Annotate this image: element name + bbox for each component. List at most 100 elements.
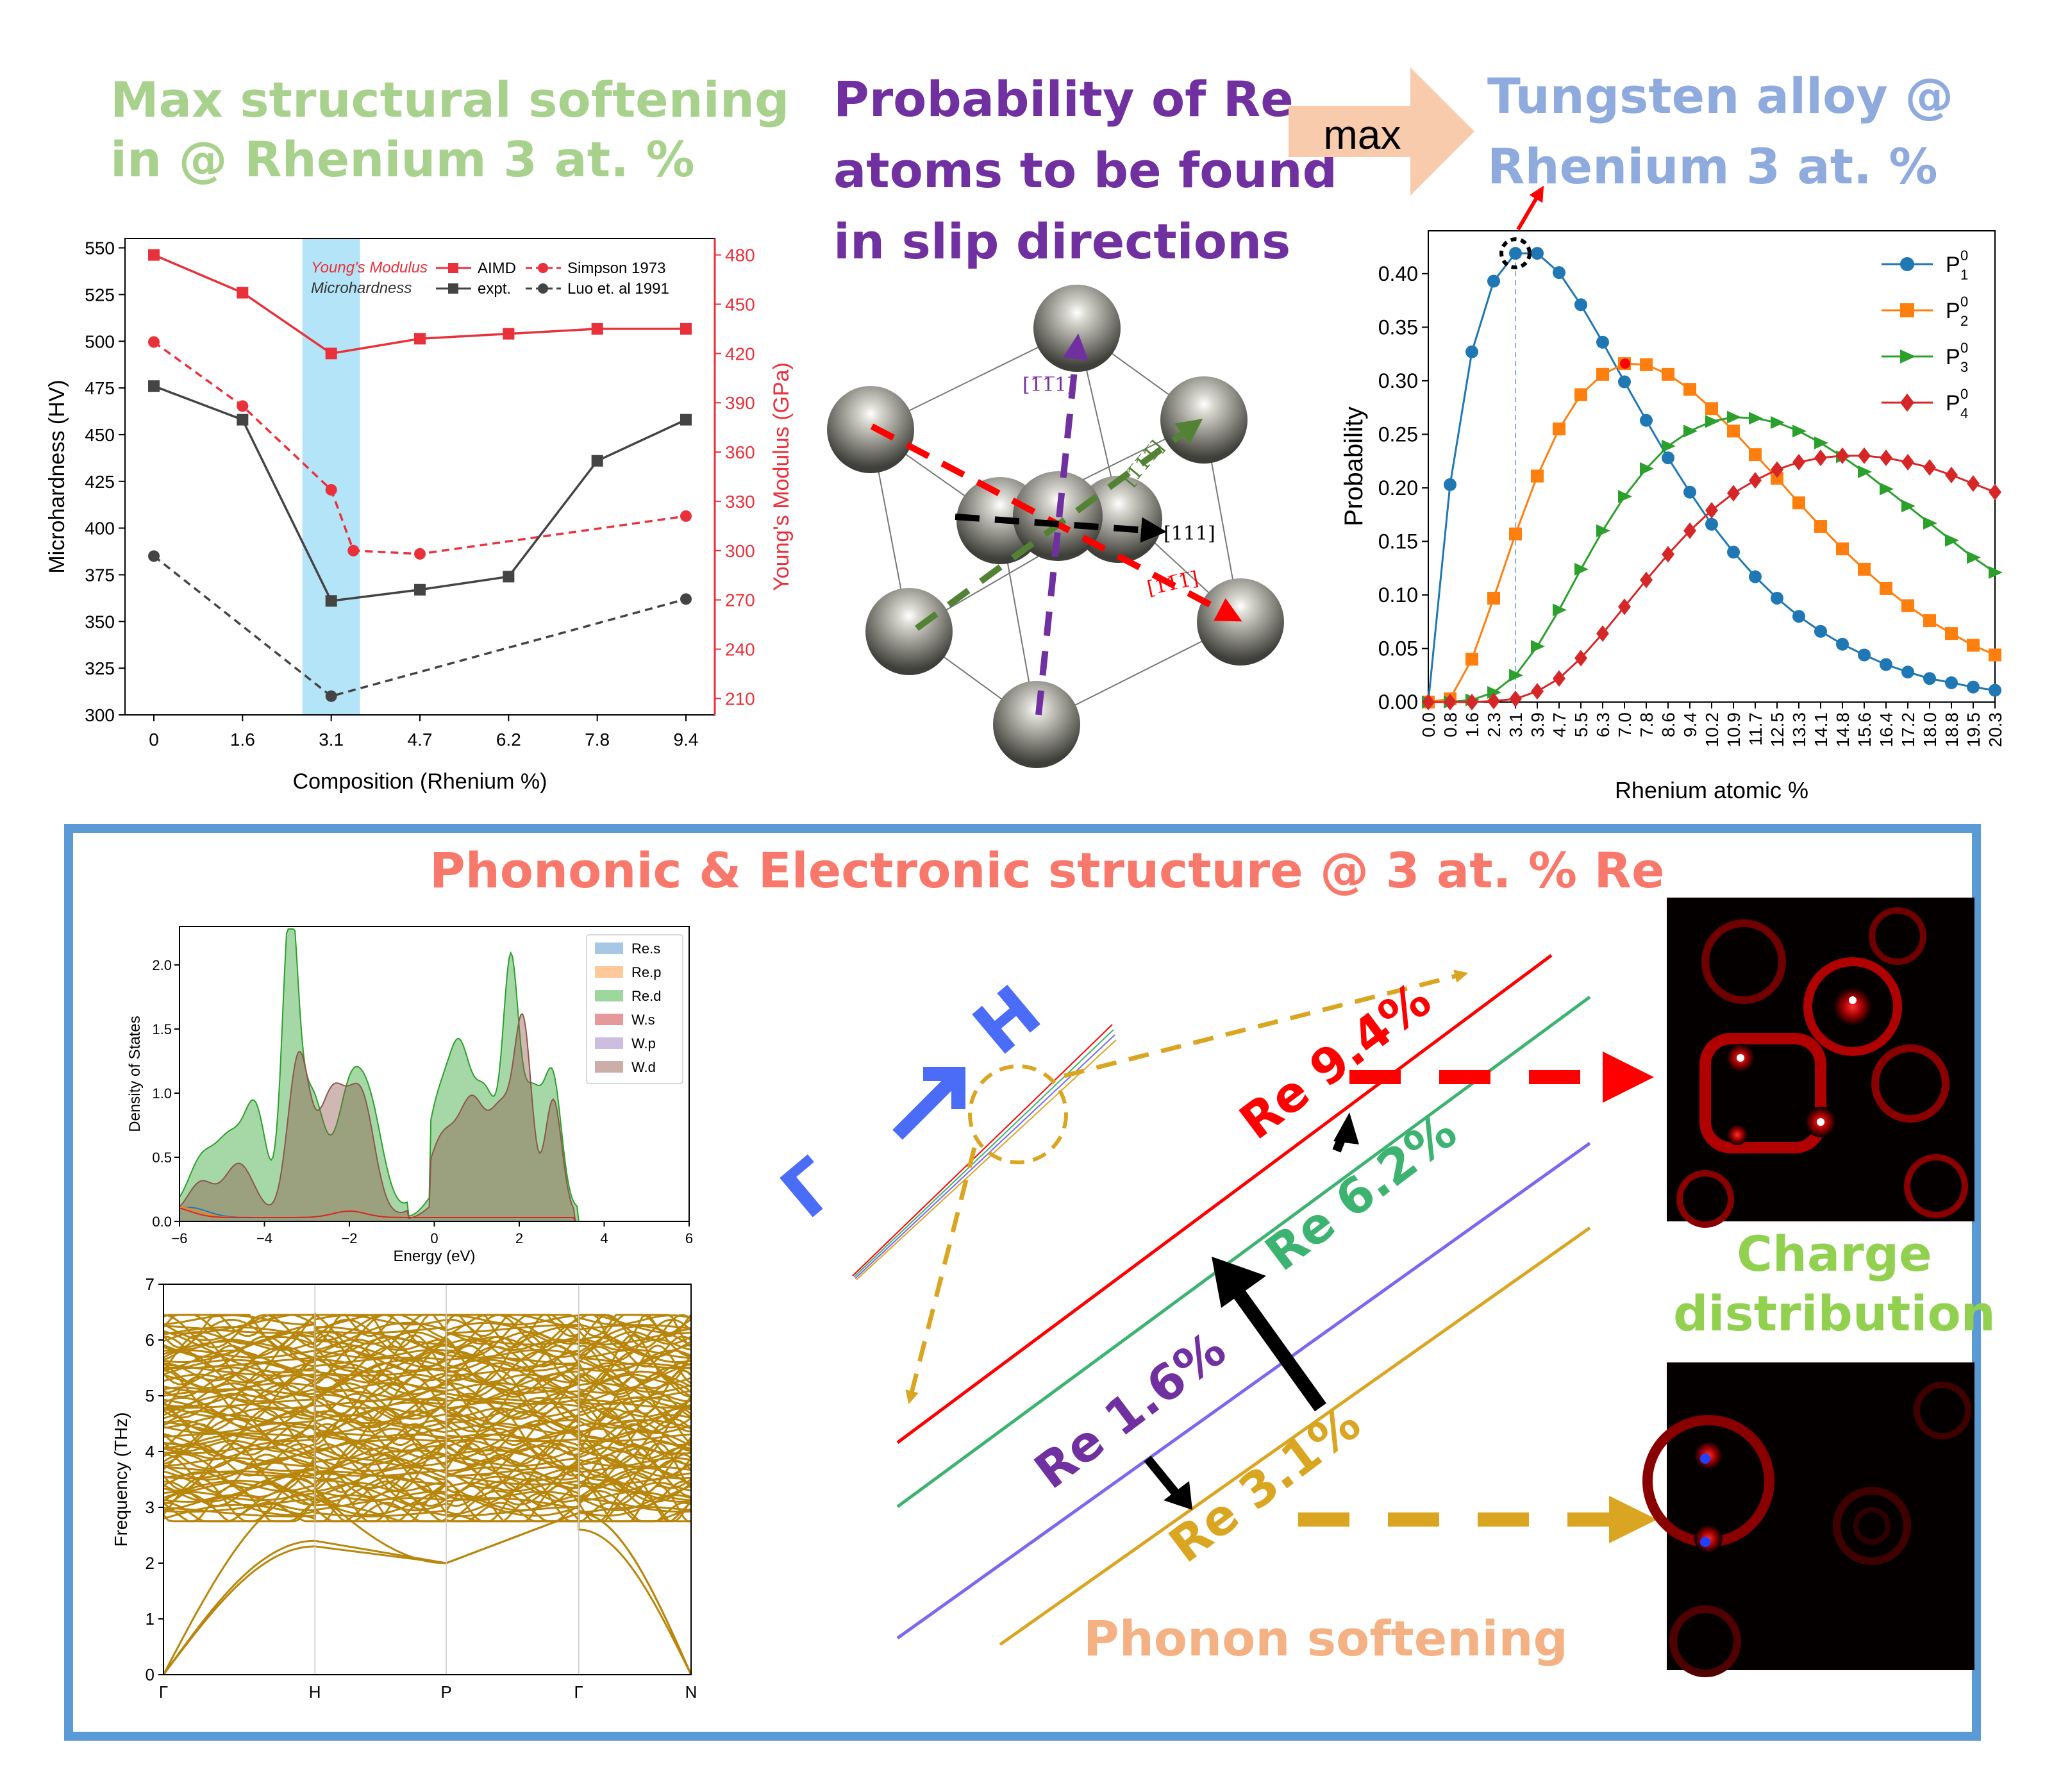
zoom-line-upper bbox=[1064, 969, 1469, 1078]
atom-bottom bbox=[993, 681, 1080, 768]
y2-tick-label: 210 bbox=[725, 689, 755, 708]
k-point-label: N bbox=[685, 1682, 697, 1702]
legend-entry: expt. bbox=[478, 280, 511, 297]
data-point bbox=[1444, 694, 1457, 710]
data-point bbox=[1814, 520, 1827, 533]
x-tick-label: 1.6 bbox=[230, 730, 255, 749]
y-tick-label: 0.0 bbox=[152, 1214, 172, 1230]
data-point bbox=[680, 593, 692, 605]
slip-direction-purple bbox=[1035, 333, 1089, 716]
probability-title: Probability of Re atoms to be found in s… bbox=[833, 64, 1337, 278]
data-point bbox=[414, 583, 426, 596]
data-point bbox=[1967, 475, 1980, 492]
data-point bbox=[1858, 562, 1871, 576]
data-point bbox=[1596, 367, 1609, 381]
data-point bbox=[1531, 469, 1544, 483]
charge-map-lower bbox=[1642, 1362, 1974, 1677]
legend-marker bbox=[1900, 303, 1914, 317]
y-axis-label: Probability bbox=[1340, 406, 1368, 526]
data-point bbox=[1640, 462, 1654, 475]
data-point bbox=[1705, 402, 1718, 415]
atom-left bbox=[827, 386, 914, 473]
y-tick-label: 0.00 bbox=[1378, 691, 1418, 714]
data-point bbox=[1683, 522, 1696, 539]
data-point bbox=[1945, 466, 1958, 483]
data-point bbox=[1705, 501, 1718, 519]
data-point bbox=[414, 333, 426, 345]
y-tick-label: 0 bbox=[146, 1665, 154, 1684]
series-line-expt- bbox=[153, 385, 687, 603]
y-tick-label: 400 bbox=[85, 519, 115, 539]
data-point bbox=[1749, 570, 1762, 583]
x-tick-label: 10.9 bbox=[1724, 712, 1744, 748]
legend-marker bbox=[538, 283, 548, 294]
y-tick-label: 0.30 bbox=[1378, 369, 1418, 392]
k-point-label: Γ bbox=[159, 1682, 168, 1702]
y-tick-label: 1.0 bbox=[152, 1085, 172, 1101]
y-tick-label: 450 bbox=[85, 425, 115, 445]
data-point bbox=[1945, 627, 1958, 641]
chart-composition: 300 325 350 375 400 425 450 475 500 525 550 210 240 2… bbox=[45, 238, 794, 794]
data-point bbox=[1509, 669, 1523, 682]
data-point bbox=[237, 287, 249, 299]
data-point bbox=[591, 322, 603, 335]
legend-marker bbox=[1900, 257, 1914, 271]
legend-entry: P bbox=[1946, 391, 1960, 415]
y-axis-label: Frequency (THz) bbox=[111, 1412, 131, 1546]
data-point bbox=[1509, 527, 1522, 540]
x-tick-label: 18.0 bbox=[1920, 712, 1940, 748]
data-point bbox=[1792, 424, 1807, 438]
data-point bbox=[1967, 551, 1981, 564]
data-point bbox=[1640, 414, 1653, 427]
x-tick-label: 13.3 bbox=[1789, 712, 1809, 748]
probability-title-line1: Probability of Re bbox=[833, 71, 1294, 128]
data-point bbox=[1422, 694, 1435, 710]
x-tick-label: 4 bbox=[600, 1230, 608, 1246]
legend-swatch bbox=[595, 1037, 623, 1049]
y-tick-label: 0.05 bbox=[1378, 637, 1418, 660]
h-label: H bbox=[958, 970, 1056, 1071]
data-point bbox=[347, 544, 360, 557]
data-point bbox=[1553, 423, 1565, 436]
series-line-p4 bbox=[1428, 455, 1996, 703]
x-axis-label: Rhenium atomic % bbox=[1615, 777, 1808, 803]
data-point bbox=[1880, 482, 1894, 496]
legend-entry: P bbox=[1946, 299, 1960, 323]
acoustic-band bbox=[162, 1512, 692, 1675]
data-point bbox=[1509, 690, 1522, 707]
y2-tick-label: 270 bbox=[725, 590, 755, 610]
softening-title-line1: Max structural softening bbox=[110, 71, 790, 128]
x-tick-label: 16.4 bbox=[1876, 712, 1896, 748]
arrow-up-big bbox=[1225, 1278, 1326, 1412]
data-point bbox=[503, 328, 515, 340]
legend-entry: AIMD bbox=[478, 260, 516, 277]
data-point bbox=[1901, 666, 1914, 679]
phonon-softening-title: Phonon softening bbox=[1083, 1610, 1568, 1667]
x-tick-label: 7.0 bbox=[1615, 712, 1635, 737]
y-tick-label: 0.35 bbox=[1378, 315, 1418, 339]
softening-title: Max structural softening in @ Rhenium 3 … bbox=[110, 71, 789, 189]
plot-frame bbox=[124, 238, 715, 716]
data-point bbox=[325, 595, 337, 607]
legend-ym: Young's Modulus bbox=[311, 259, 428, 276]
data-point bbox=[1553, 603, 1567, 617]
y2-tick-label: 420 bbox=[725, 344, 755, 364]
legend-sup: 0 bbox=[1960, 386, 1968, 402]
data-point bbox=[1487, 685, 1501, 699]
k-point-label: H bbox=[309, 1682, 321, 1702]
k-point-label: Γ bbox=[574, 1682, 583, 1702]
y2-tick-label: 450 bbox=[725, 294, 755, 314]
x-tick-label: 4.7 bbox=[1549, 712, 1569, 737]
chart-phonon: 0 1 2 3 4 5 6 7 Γ H P Γ N Frequency (THz) bbox=[111, 1275, 697, 1702]
x-tick-label: −6 bbox=[171, 1230, 187, 1246]
probability-title-line2: atoms to be found bbox=[833, 141, 1338, 199]
data-point bbox=[1901, 599, 1914, 612]
phononic-title: Phononic & Electronic structure @ 3 at. … bbox=[430, 842, 1665, 899]
data-point bbox=[148, 550, 160, 562]
x-tick-label: 12.5 bbox=[1767, 712, 1787, 748]
data-point bbox=[1880, 449, 1892, 467]
charge-map-upper bbox=[1667, 898, 1974, 1228]
data-point bbox=[1727, 546, 1740, 559]
data-point bbox=[1967, 639, 1980, 652]
